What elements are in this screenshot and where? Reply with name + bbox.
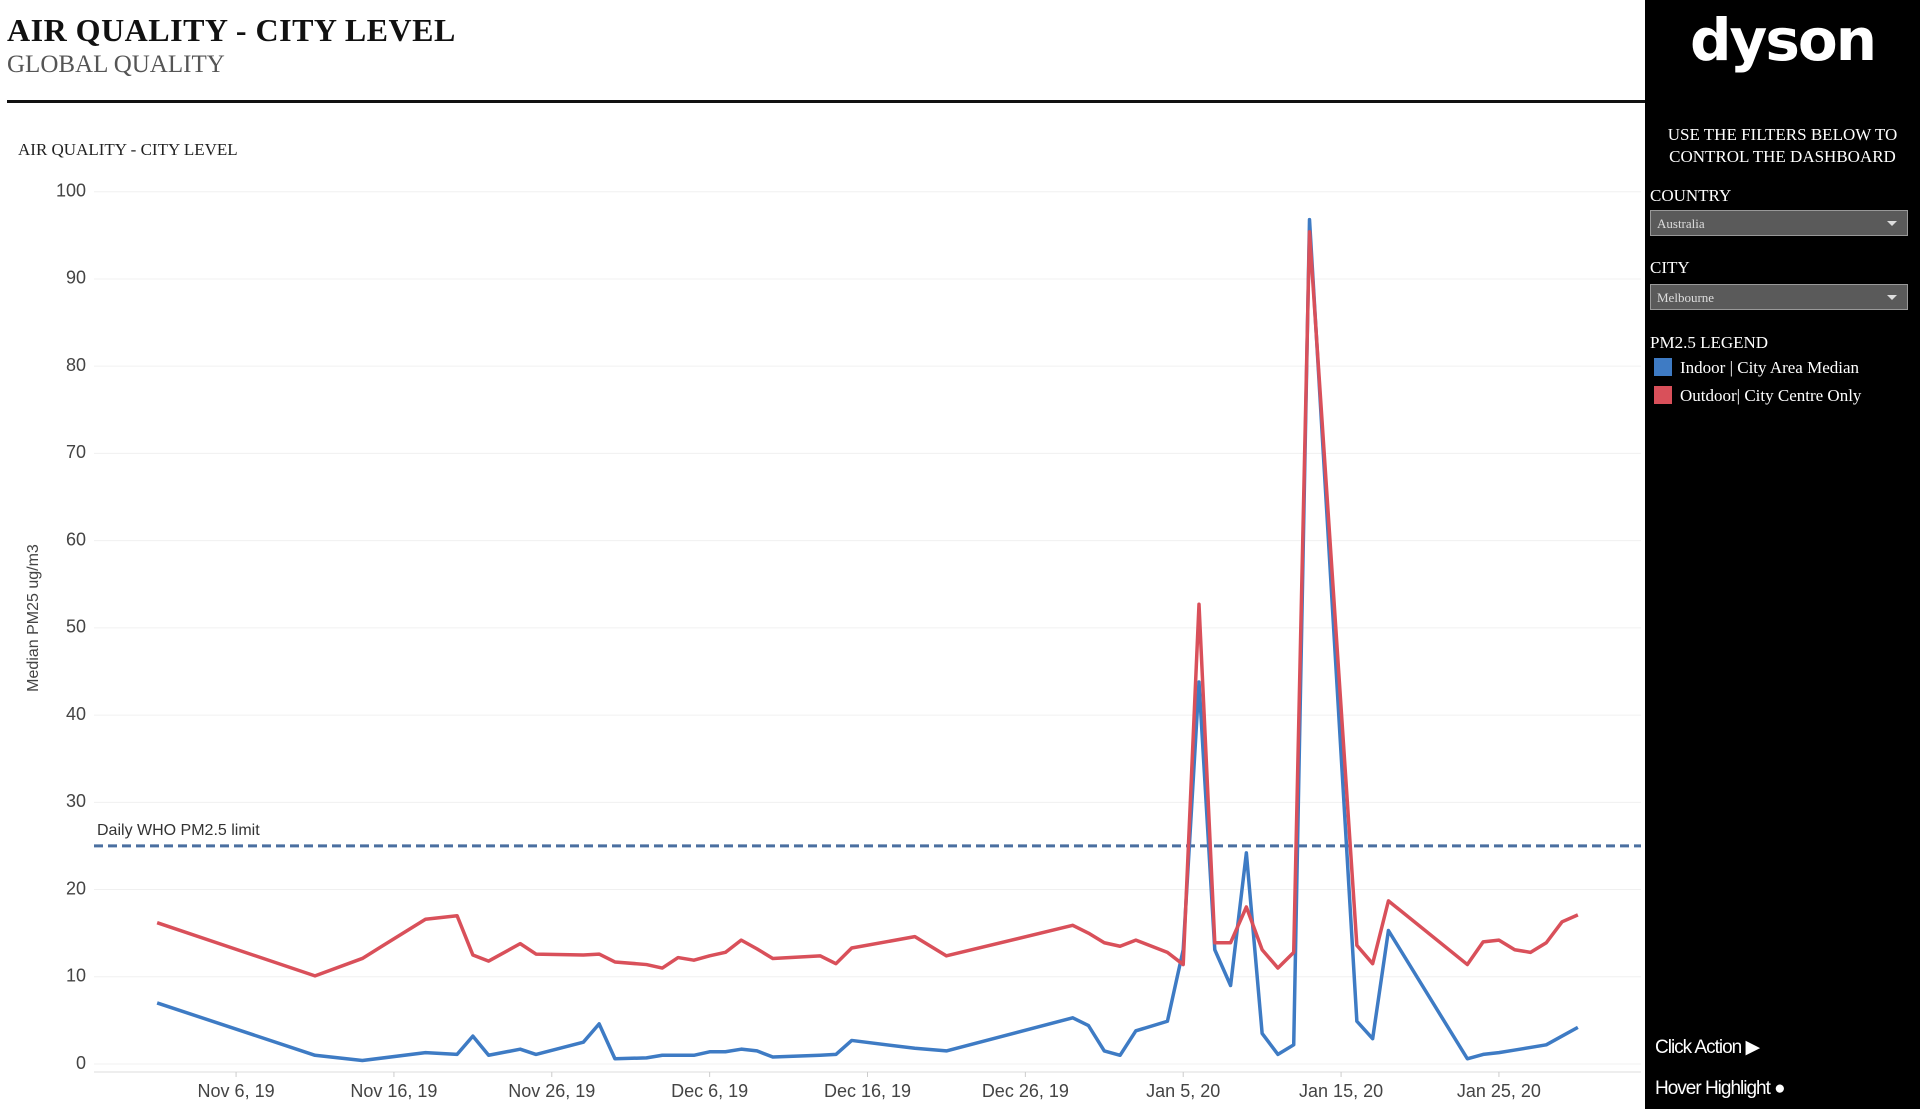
country-label: COUNTRY xyxy=(1650,186,1732,205)
series-line xyxy=(156,230,1579,978)
hover-highlight[interactable]: Hover Highlight ● xyxy=(1655,1078,1786,1099)
y-tick-label: 100 xyxy=(56,180,86,200)
y-tick-label: 10 xyxy=(66,966,86,986)
header: AIR QUALITY - CITY LEVEL GLOBAL QUALITY xyxy=(7,12,456,79)
x-tick-label: Nov 6, 19 xyxy=(198,1081,275,1101)
y-tick-label: 30 xyxy=(66,791,86,811)
x-tick-label: Dec 6, 19 xyxy=(671,1081,748,1101)
chart: AIR QUALITY - CITY LEVEL Median PM25 ug/… xyxy=(18,140,1641,1101)
page-title: AIR QUALITY - CITY LEVEL xyxy=(7,12,456,48)
y-tick-label: 40 xyxy=(66,704,86,724)
instructions: USE THE FILTERS BELOW TO CONTROL THE DAS… xyxy=(1667,125,1898,166)
sidebar: dyson USE THE FILTERS BELOW TO CONTROL T… xyxy=(1645,0,1920,1109)
legend-item[interactable]: Outdoor| City Centre Only xyxy=(1654,386,1861,406)
legend-label: Indoor | City Area Median xyxy=(1680,358,1860,377)
logo: dyson xyxy=(1690,6,1877,74)
x-tick-label: Dec 16, 19 xyxy=(824,1081,911,1101)
x-tick-label: Jan 25, 20 xyxy=(1457,1081,1541,1101)
page-subtitle: GLOBAL QUALITY xyxy=(7,51,225,78)
x-tick-label: Nov 16, 19 xyxy=(350,1081,437,1101)
city-label: CITY xyxy=(1650,258,1690,277)
y-tick-label: 50 xyxy=(66,617,86,637)
country-dropdown[interactable]: Australia xyxy=(1650,210,1908,236)
y-tick-label: 90 xyxy=(66,268,86,288)
x-tick-label: Jan 15, 20 xyxy=(1299,1081,1383,1101)
click-action[interactable]: Click Action ▶ xyxy=(1655,1037,1760,1058)
y-tick-label: 20 xyxy=(66,878,86,898)
legend-title: PM2.5 LEGEND xyxy=(1650,333,1769,352)
chart-title: AIR QUALITY - CITY LEVEL xyxy=(18,140,238,159)
y-tick-label: 60 xyxy=(66,529,86,549)
legend-swatch xyxy=(1654,358,1672,376)
header-rule xyxy=(7,100,1645,103)
legend-swatch xyxy=(1654,386,1672,404)
reference-label: Daily WHO PM2.5 limit xyxy=(97,822,260,839)
legend-label: Outdoor| City Centre Only xyxy=(1680,386,1862,405)
y-tick-label: 80 xyxy=(66,355,86,375)
series-line xyxy=(156,217,1579,1063)
legend-item[interactable]: Indoor | City Area Median xyxy=(1654,358,1859,378)
y-tick-label: 0 xyxy=(76,1053,86,1073)
y-tick-label: 70 xyxy=(66,442,86,462)
city-dropdown[interactable]: Melbourne xyxy=(1650,284,1908,310)
x-tick-label: Dec 26, 19 xyxy=(982,1081,1069,1101)
x-tick-label: Nov 26, 19 xyxy=(508,1081,595,1101)
y-axis-label: Median PM25 ug/m3 xyxy=(25,544,42,692)
x-tick-label: Jan 5, 20 xyxy=(1146,1081,1220,1101)
